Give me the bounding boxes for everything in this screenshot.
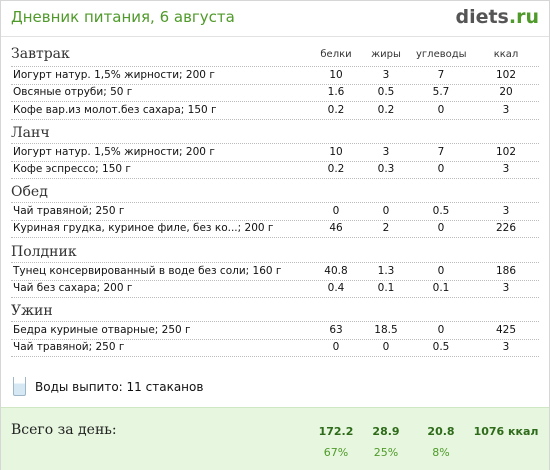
fat-value: 0 [382, 205, 390, 217]
food-row[interactable]: Овсяные отруби; 50 г 1.6 0.5 5.7 20 [11, 84, 539, 102]
protein-value: 0.2 [327, 104, 345, 116]
fat-value: 0.1 [377, 282, 395, 294]
column-header-protein: белки [320, 49, 352, 60]
food-name: Чай без сахара; 200 г [13, 282, 133, 294]
column-header-fat: жиры [371, 49, 401, 60]
kcal-value: 3 [502, 104, 510, 116]
kcal-value: 102 [495, 69, 517, 81]
carbs-value: 0 [437, 324, 445, 336]
food-row[interactable]: Кофе эспрессо; 150 г 0.2 0.3 0 3 [11, 161, 539, 179]
carbs-value: 0 [437, 265, 445, 277]
food-name: Овсяные отруби; 50 г [13, 86, 133, 98]
meal-title-breakfast: Завтрак [11, 46, 70, 62]
fat-value: 2 [382, 222, 390, 234]
protein-value: 46 [329, 222, 343, 234]
food-name: Йогурт натур. 1,5% жирности; 200 г [13, 146, 215, 158]
total-fat: 28.9 [372, 425, 400, 438]
carbs-value: 7 [437, 69, 445, 81]
site-logo[interactable]: diets.ru [455, 6, 539, 28]
logo-main: diets [455, 6, 509, 28]
daily-totals: Всего за день: 172.2 28.9 20.8 1076 ккал… [1, 407, 549, 470]
protein-value: 40.8 [324, 265, 348, 277]
page-title: Дневник питания, 6 августа [11, 8, 235, 26]
kcal-value: 226 [495, 222, 517, 234]
kcal-value: 186 [495, 265, 517, 277]
carbs-value: 0.1 [432, 282, 450, 294]
food-name: Бедра куриные отварные; 250 г [13, 324, 191, 336]
meal-title-dinner: Обед [11, 184, 48, 200]
carbs-value: 0 [437, 222, 445, 234]
kcal-value: 3 [502, 163, 510, 175]
fat-value: 0.2 [377, 104, 395, 116]
protein-value: 0.4 [327, 282, 345, 294]
meal-title-snack: Полдник [11, 244, 77, 260]
food-name: Тунец консервированный в воде без соли; … [13, 265, 282, 277]
page-header: Дневник питания, 6 августа diets.ru [1, 1, 549, 35]
protein-value: 0 [332, 341, 340, 353]
fat-value: 0.5 [377, 86, 395, 98]
logo-suffix: .ru [508, 6, 539, 28]
fat-value: 3 [382, 146, 390, 158]
food-row[interactable]: Чай без сахара; 200 г 0.4 0.1 0.1 3 [11, 280, 539, 298]
carbs-value: 0 [437, 163, 445, 175]
protein-value: 1.6 [327, 86, 345, 98]
column-header-carbs: углеводы [416, 49, 467, 60]
kcal-value: 20 [499, 86, 513, 98]
protein-value: 0.2 [327, 163, 345, 175]
carbs-value: 7 [437, 146, 445, 158]
column-header-kcal: ккал [493, 49, 519, 60]
food-name: Чай травяной; 250 г [13, 205, 125, 217]
carbs-value: 0.5 [432, 205, 450, 217]
protein-value: 0 [332, 205, 340, 217]
food-name: Куриная грудка, куриное филе, без ко...;… [13, 222, 274, 234]
kcal-value: 3 [502, 282, 510, 294]
carbs-value: 5.7 [432, 86, 450, 98]
food-row[interactable]: Кофе вар.из молот.без сахара; 150 г 0.2 … [11, 102, 539, 120]
food-row[interactable]: Бедра куриные отварные; 250 г 63 18.5 0 … [11, 321, 539, 340]
kcal-value: 425 [495, 324, 517, 336]
protein-value: 10 [329, 69, 343, 81]
food-name: Йогурт натур. 1,5% жирности; 200 г [13, 69, 215, 81]
food-row[interactable]: Куриная грудка, куриное филе, без ко...;… [11, 220, 539, 238]
fat-percent: 25% [373, 446, 399, 459]
food-row[interactable]: Йогурт натур. 1,5% жирности; 200 г 10 3 … [11, 66, 539, 85]
food-name: Кофе эспрессо; 150 г [13, 163, 131, 175]
meal-title-lunch: Ланч [11, 125, 50, 141]
total-carbs: 20.8 [427, 425, 455, 438]
carbs-value: 0.5 [432, 341, 450, 353]
totals-label: Всего за день: [11, 422, 117, 438]
meal-title-supper: Ужин [11, 303, 53, 319]
fat-value: 0.3 [377, 163, 395, 175]
food-row[interactable]: Тунец консервированный в воде без соли; … [11, 262, 539, 281]
kcal-value: 3 [502, 205, 510, 217]
water-label: Воды выпито: 11 стаканов [35, 380, 204, 394]
protein-percent: 67% [323, 446, 349, 459]
food-name: Кофе вар.из молот.без сахара; 150 г [13, 104, 217, 116]
food-name: Чай травяной; 250 г [13, 341, 125, 353]
protein-value: 10 [329, 146, 343, 158]
total-kcal: 1076 ккал [473, 425, 539, 438]
protein-value: 63 [329, 324, 343, 336]
water-glass-icon [13, 377, 26, 396]
fat-value: 18.5 [374, 324, 398, 336]
header-divider [1, 36, 549, 37]
kcal-value: 3 [502, 341, 510, 353]
fat-value: 0 [382, 341, 390, 353]
food-row[interactable]: Йогурт натур. 1,5% жирности; 200 г 10 3 … [11, 143, 539, 162]
fat-value: 3 [382, 69, 390, 81]
fat-value: 1.3 [377, 265, 395, 277]
food-row[interactable]: Чай травяной; 250 г 0 0 0.5 3 [11, 339, 539, 357]
carbs-value: 0 [437, 104, 445, 116]
carbs-percent: 8% [432, 446, 450, 459]
food-row[interactable]: Чай травяной; 250 г 0 0 0.5 3 [11, 202, 539, 221]
total-protein: 172.2 [318, 425, 354, 438]
kcal-value: 102 [495, 146, 517, 158]
